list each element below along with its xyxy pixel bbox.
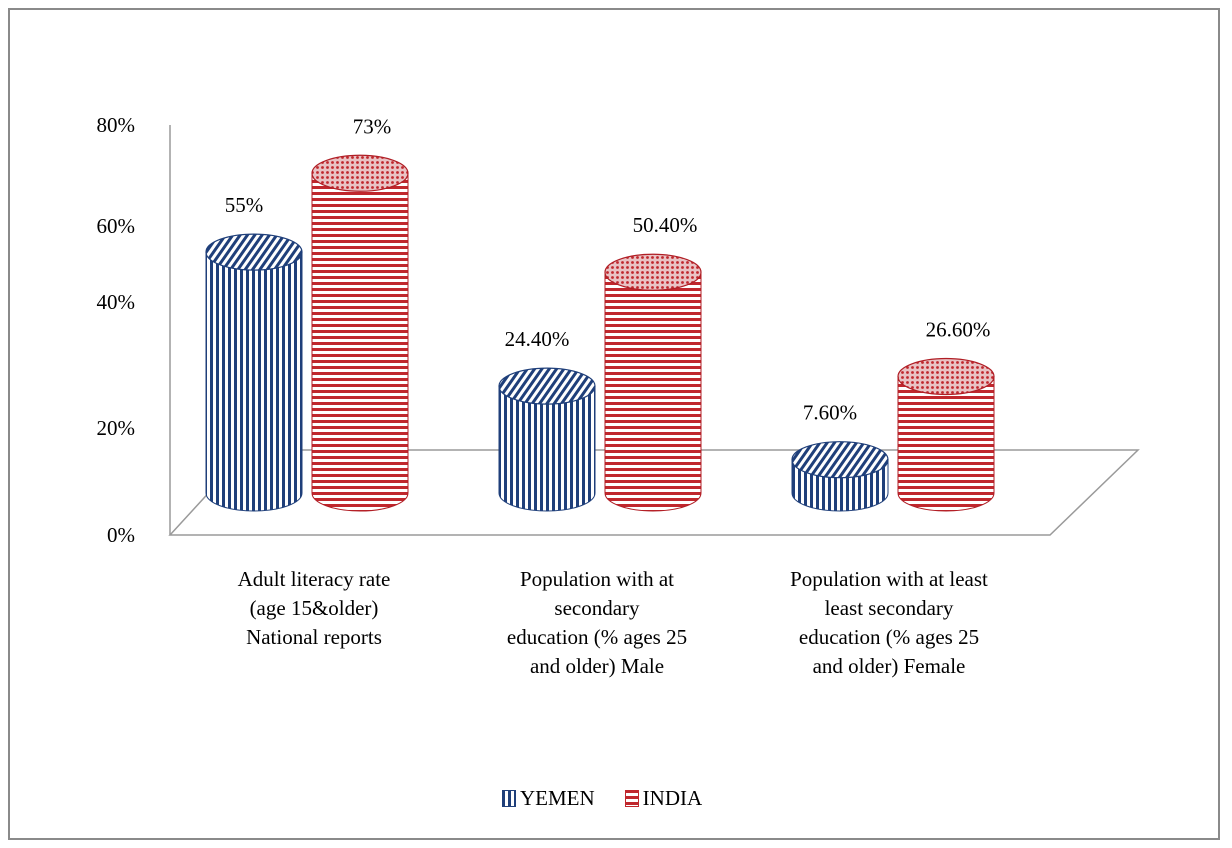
legend-item-yemen: YEMEN — [502, 786, 595, 811]
y-tick-label: 40% — [97, 290, 136, 314]
legend-label-india: INDIA — [642, 786, 703, 810]
x-category-label: Population with at secondary education (% … — [462, 565, 732, 681]
bar-india-2 — [897, 357, 995, 512]
bar-body — [897, 375, 995, 512]
legend-item-india: INDIA — [624, 786, 703, 811]
bar-yemen-1 — [498, 367, 596, 512]
bar-top — [205, 233, 303, 271]
data-label: 55% — [225, 193, 264, 217]
data-label: 26.60% — [926, 317, 991, 341]
x-category-label-line: least secondary — [824, 596, 954, 620]
bar-top — [498, 367, 596, 405]
x-category-label-line: education (% ages 25 — [798, 625, 980, 649]
bar-india-1 — [604, 253, 702, 512]
x-category-label-line: National reports — [246, 625, 382, 649]
bars-group — [205, 154, 995, 512]
legend-swatch-india — [624, 790, 639, 807]
y-axis: 0% 20% 40% 60% 80% — [97, 113, 171, 547]
bar-body — [498, 385, 596, 512]
bar-body — [604, 271, 702, 512]
bar-yemen-2 — [791, 441, 889, 512]
bar-yemen-0 — [205, 233, 303, 512]
bar-top — [311, 154, 409, 192]
data-label: 7.60% — [803, 401, 857, 425]
legend-swatch-yemen — [502, 790, 516, 807]
x-category-label-line: secondary — [554, 596, 640, 620]
bar-top — [897, 357, 995, 396]
x-category-label-line: and older) Male — [529, 654, 665, 678]
x-category-label-line: and older) Female — [812, 654, 966, 678]
legend: YEMEN INDIA — [502, 786, 732, 811]
y-tick-label: 20% — [97, 416, 136, 440]
x-category-label-line: education (% ages 25 — [506, 625, 688, 649]
x-category-label: Adult literacy rate (age 15&older) Nationa… — [179, 565, 449, 652]
legend-label-yemen: YEMEN — [520, 786, 595, 810]
bar-top — [791, 441, 889, 479]
y-tick-label: 60% — [97, 214, 136, 238]
bar-body — [205, 251, 303, 512]
data-label: 73% — [353, 114, 392, 138]
x-category-label: Population with at least least secondary e… — [754, 565, 1024, 681]
x-category-label-line: Population with at — [520, 567, 674, 591]
y-tick-label: 80% — [97, 113, 136, 137]
data-label: 24.40% — [505, 327, 570, 351]
x-category-label-line: Population with at least — [790, 567, 988, 591]
bar-body — [311, 172, 409, 512]
bar-india-0 — [311, 154, 409, 512]
data-labels-group: 55% 73% 24.40% 50.40% 7.60% 26.60% — [225, 114, 991, 424]
x-category-label-line: Adult literacy rate — [237, 567, 391, 591]
x-category-label-line: (age 15&older) — [249, 596, 379, 620]
bar-top — [604, 253, 702, 291]
data-label: 50.40% — [633, 213, 698, 237]
y-tick-label: 0% — [107, 523, 135, 547]
